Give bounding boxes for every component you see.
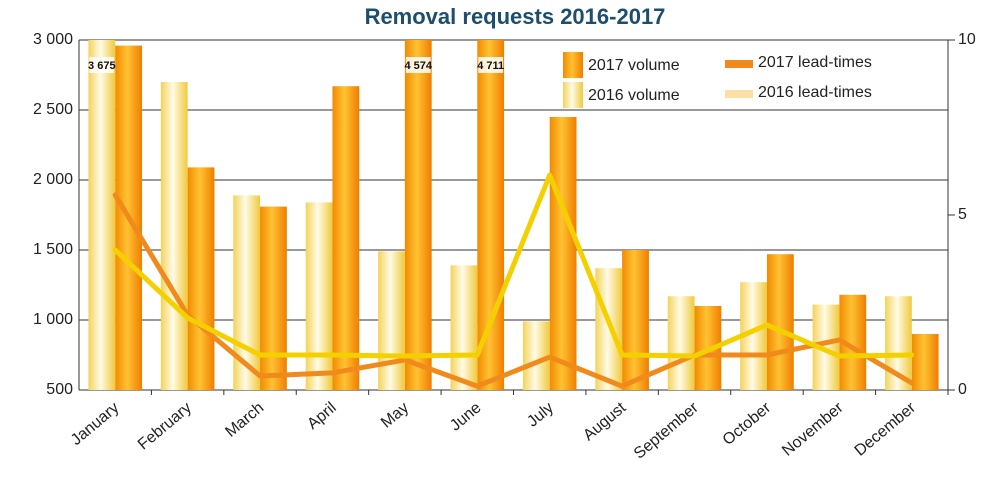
- x-tick-label: August: [580, 399, 630, 444]
- y2-tick-label: 5: [958, 206, 967, 223]
- x-tick-label: April: [304, 399, 339, 433]
- x-tick-label: January: [68, 399, 123, 449]
- value-label-bg: [405, 57, 431, 73]
- legend-label: 2017 lead-times: [758, 54, 872, 71]
- bar: [667, 296, 695, 390]
- bar: [911, 334, 939, 390]
- value-label-bg: [478, 57, 504, 73]
- bar: [766, 254, 794, 390]
- value-label-bg: [89, 57, 115, 73]
- legend-swatch: [725, 60, 753, 68]
- bar: [160, 82, 188, 390]
- value-label: 3 675: [88, 60, 116, 72]
- x-tick-label: February: [135, 399, 195, 453]
- bar: [450, 265, 478, 390]
- legend-label: 2016 lead-times: [758, 84, 872, 101]
- bar: [260, 206, 287, 390]
- bar: [332, 86, 360, 390]
- legend-swatch: [563, 52, 583, 78]
- y-tick-label: 500: [46, 381, 73, 398]
- x-tick-label: November: [779, 399, 847, 460]
- y2-tick-label: 10: [958, 31, 976, 48]
- bar: [549, 117, 577, 390]
- value-label: 4 574: [405, 60, 433, 72]
- y-tick-label: 2 500: [33, 101, 73, 118]
- legend: 2017 volume 2016 volume 2017 lead-times …: [563, 52, 872, 108]
- bar: [378, 251, 405, 390]
- value-label: 4 711: [477, 60, 504, 72]
- legend-swatch: [725, 90, 753, 98]
- bar: [187, 167, 215, 390]
- bar: [233, 195, 261, 390]
- bar: [404, 40, 432, 390]
- bar: [595, 268, 623, 390]
- y-tick-label: 1 000: [33, 311, 73, 328]
- bar: [305, 202, 333, 390]
- x-tick-label: July: [524, 399, 557, 430]
- y2-tick-label: 0: [958, 381, 967, 398]
- x-tick-label: December: [852, 399, 920, 460]
- x-tick-label: May: [378, 399, 412, 431]
- line: [112, 172, 915, 359]
- y-tick-label: 2 000: [33, 171, 73, 188]
- lines: 4 574 4 711 3 675: [88, 57, 915, 389]
- bar: [522, 321, 550, 390]
- bar: [622, 250, 649, 390]
- x-tick-label: June: [447, 399, 485, 434]
- legend-swatch: [563, 82, 583, 108]
- bar: [88, 40, 116, 390]
- chart-title: Removal requests 2016-2017: [365, 4, 666, 29]
- legend-label: 2016 volume: [588, 87, 680, 104]
- line: [112, 192, 915, 389]
- bars: [88, 40, 939, 390]
- bar: [477, 40, 505, 390]
- x-tick-label: September: [631, 399, 702, 463]
- legend-label: 2017 volume: [588, 57, 680, 74]
- x-tick-label: March: [222, 399, 267, 441]
- x-tick-label: October: [720, 399, 775, 449]
- y-tick-label: 1 500: [33, 241, 73, 258]
- y-tick-label: 3 000: [33, 31, 73, 48]
